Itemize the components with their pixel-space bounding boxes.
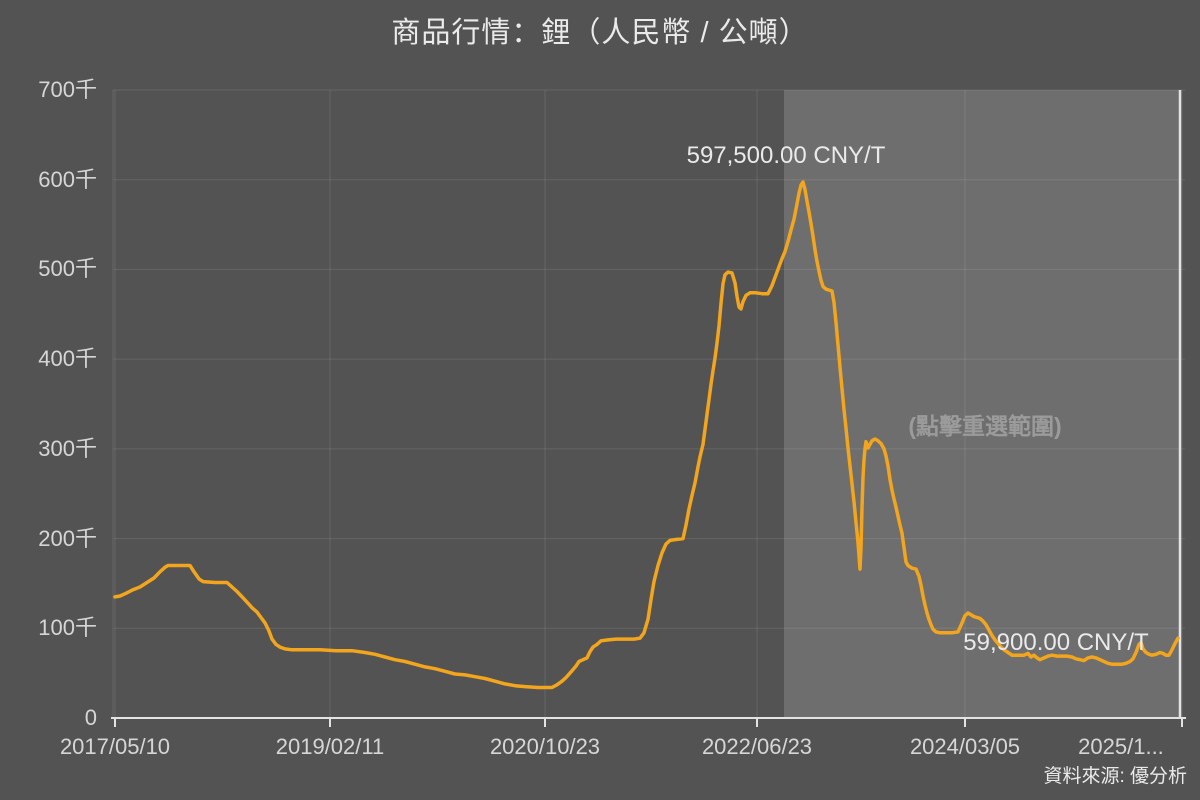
x-axis-label: 2019/02/11 <box>275 734 385 759</box>
y-axis-label: 500千 <box>38 256 97 282</box>
y-axis-label: 200千 <box>38 525 97 551</box>
x-axis-label: 2024/03/05 <box>909 734 1021 759</box>
price-line <box>113 180 1180 690</box>
y-axis-label: 100千 <box>38 615 97 641</box>
max-value-annotation: 597,500.00 CNY/T <box>686 142 886 169</box>
y-axis-label: 600千 <box>38 166 97 192</box>
reselect-range-hint: (點擊重選範圍) <box>908 413 1062 439</box>
y-axis-label: 300千 <box>38 435 97 461</box>
y-axis-label: 400千 <box>38 346 97 372</box>
data-source-label: 資料來源: 優分析 <box>1043 766 1187 787</box>
x-axis-label: 2020/10/23 <box>489 734 601 759</box>
x-axis-label: 2025/1... <box>1078 734 1164 759</box>
y-axis-label: 0 <box>84 705 97 730</box>
x-axis-label: 2022/06/23 <box>701 734 813 759</box>
selection-overlay[interactable] <box>784 90 1180 718</box>
min-value-annotation: 59,900.00 CNY/T <box>963 629 1149 656</box>
page-title: 商品行情：鋰（人民幣 / 公噸） <box>391 17 809 49</box>
y-axis-label: 700千 <box>38 77 97 102</box>
x-axis-label: 2017/05/10 <box>59 734 171 759</box>
